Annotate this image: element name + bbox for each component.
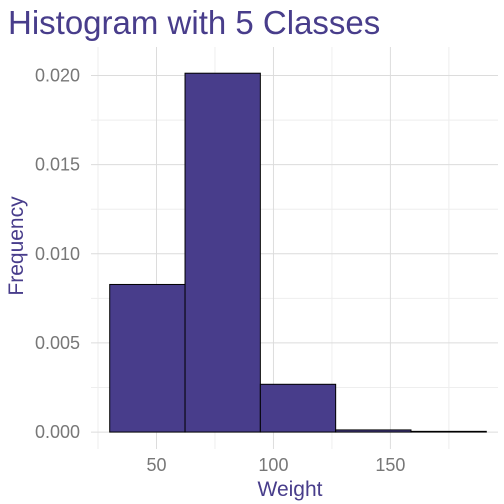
histogram-bar-2 (184, 72, 261, 433)
y-tick-label: 0.020 (35, 66, 80, 86)
histogram-bar-5 (410, 430, 487, 433)
bars (109, 72, 487, 433)
x-tick-label: 100 (258, 455, 288, 475)
x-tick-label: 50 (146, 455, 166, 475)
chart-title: Histogram with 5 Classes (8, 4, 380, 41)
y-tick-label: 0.000 (35, 422, 80, 442)
y-tick-label: 0.010 (35, 244, 80, 264)
histogram-bar-3 (259, 383, 337, 433)
y-axis-title: Frequency (5, 196, 28, 296)
y-axis-ticks: 0.000 0.005 0.010 0.015 0.020 (35, 66, 80, 443)
x-tick-label: 150 (375, 455, 405, 475)
y-tick-label: 0.015 (35, 155, 80, 175)
x-axis-ticks: 50 100 150 (146, 455, 405, 475)
y-tick-label: 0.005 (35, 333, 80, 353)
histogram-bar-4 (335, 429, 412, 433)
x-axis-title: Weight (258, 478, 323, 501)
histogram-bar-1 (109, 283, 186, 433)
